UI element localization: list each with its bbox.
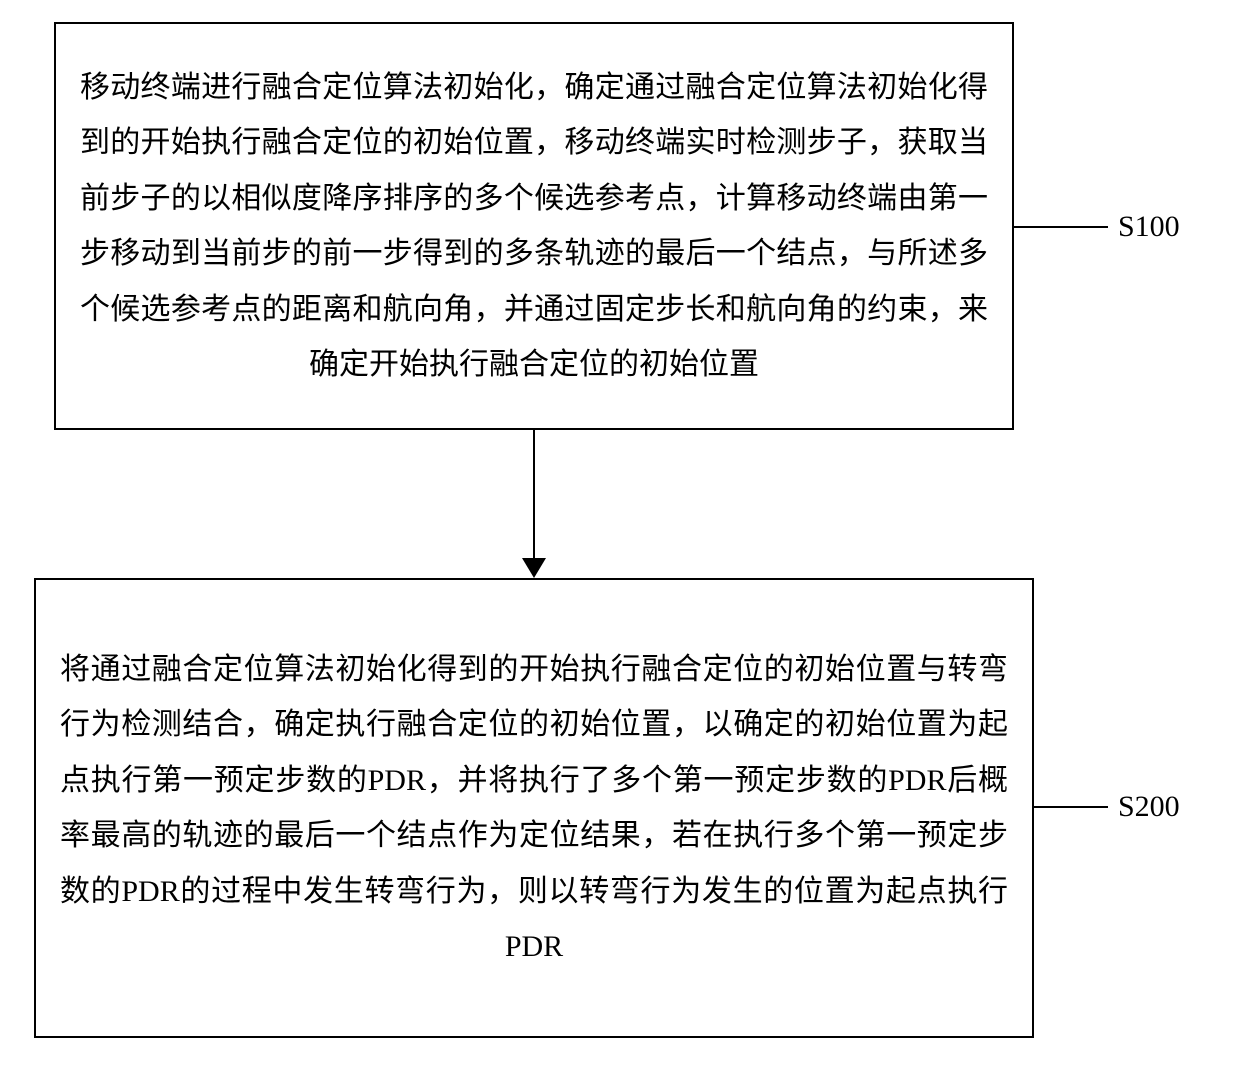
arrow-s100-to-s200-head bbox=[522, 558, 546, 578]
arrow-s100-to-s200-line bbox=[533, 430, 535, 558]
label-s200: S200 bbox=[1118, 790, 1180, 824]
step-s100-text: 移动终端进行融合定位算法初始化，确定通过融合定位算法初始化得到的开始执行融合定位… bbox=[80, 60, 988, 393]
step-s200-box: 将通过融合定位算法初始化得到的开始执行融合定位的初始位置与转弯行为检测结合，确定… bbox=[34, 578, 1034, 1038]
step-s100-box: 移动终端进行融合定位算法初始化，确定通过融合定位算法初始化得到的开始执行融合定位… bbox=[54, 22, 1014, 430]
label-s100: S100 bbox=[1118, 210, 1180, 244]
step-s200-text: 将通过融合定位算法初始化得到的开始执行融合定位的初始位置与转弯行为检测结合，确定… bbox=[60, 642, 1008, 975]
leader-line-s200 bbox=[1034, 806, 1108, 808]
leader-line-s100 bbox=[1014, 226, 1108, 228]
flowchart-canvas: 移动终端进行融合定位算法初始化，确定通过融合定位算法初始化得到的开始执行融合定位… bbox=[0, 0, 1240, 1090]
